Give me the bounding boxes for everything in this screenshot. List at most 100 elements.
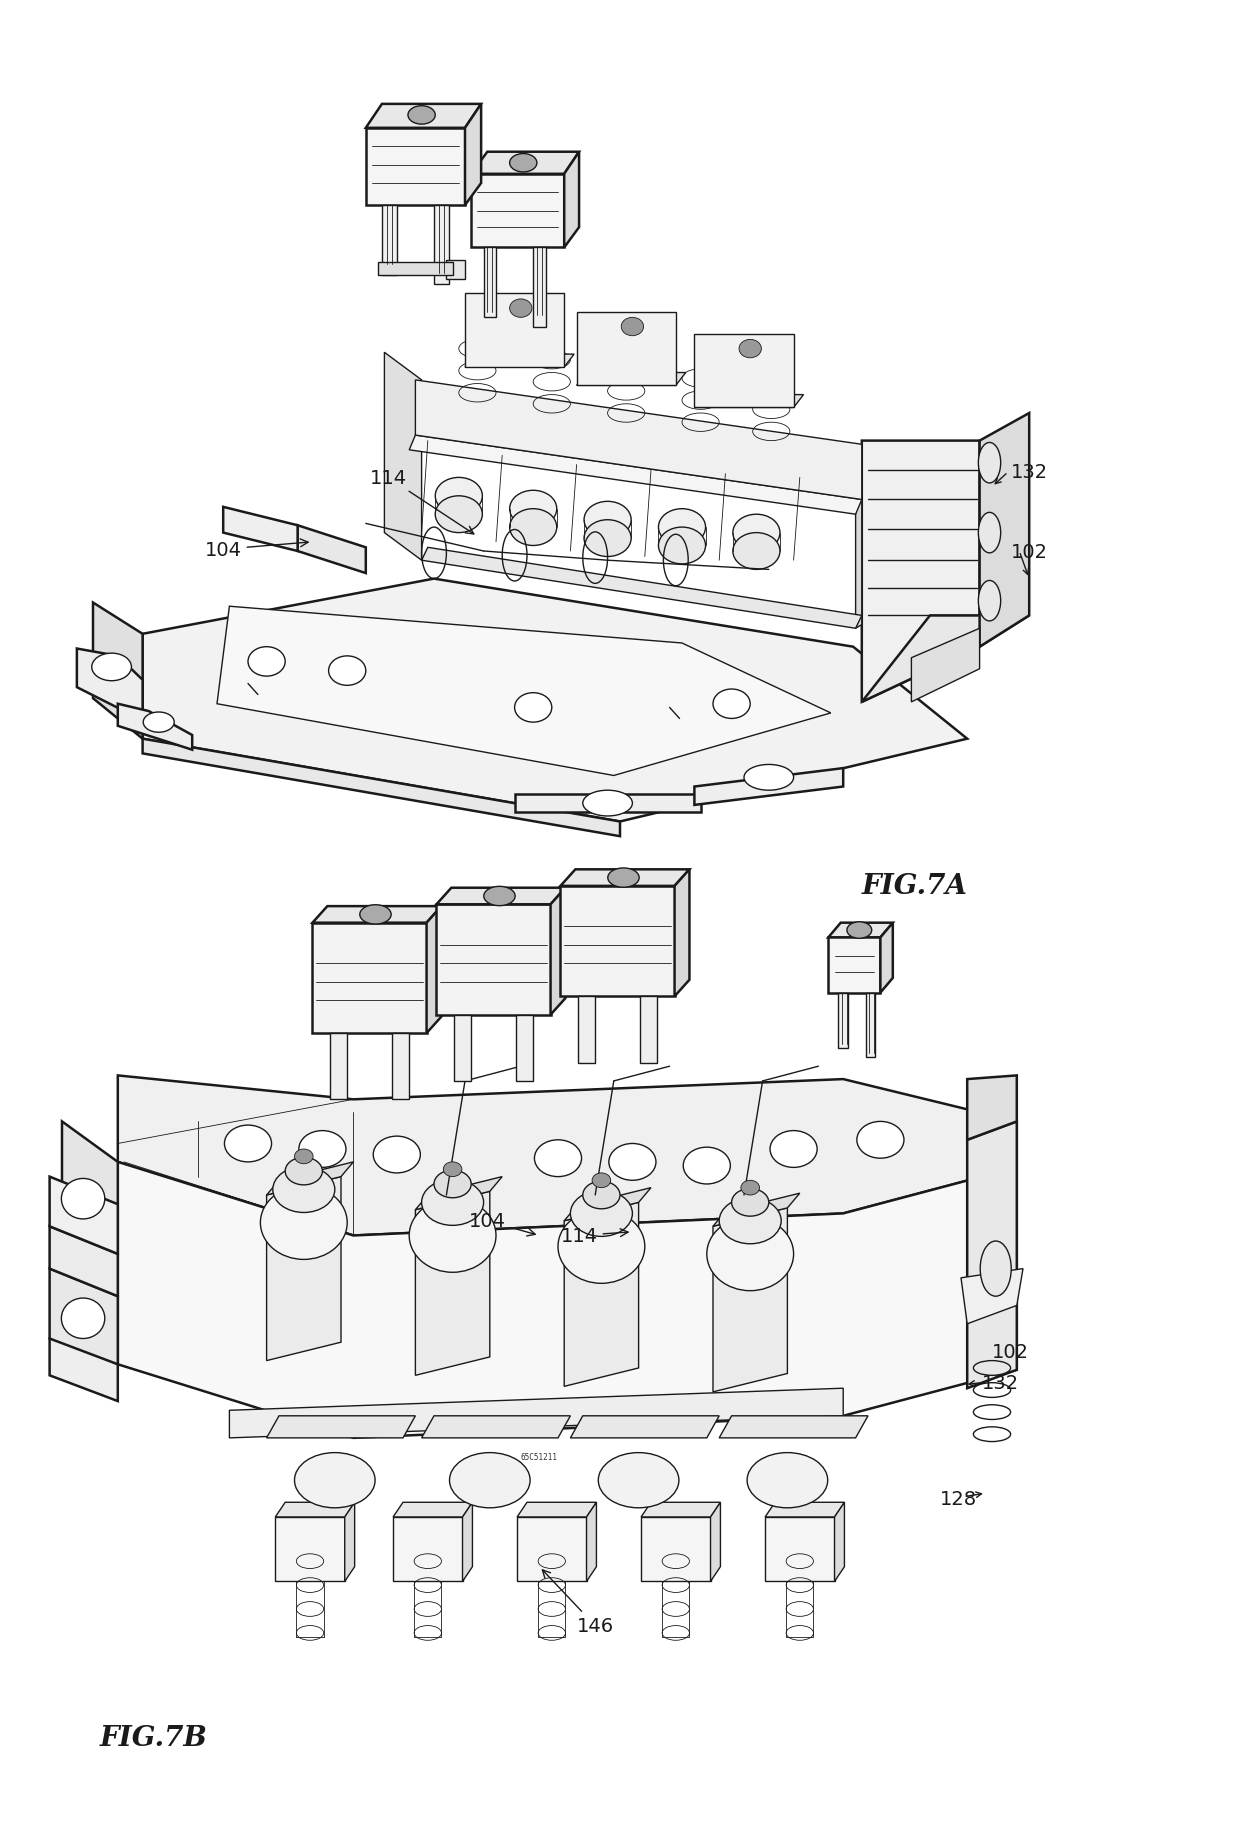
Ellipse shape [733,533,780,570]
Text: 114: 114 [560,1227,629,1245]
Polygon shape [578,997,595,1063]
Polygon shape [564,153,579,248]
Polygon shape [828,938,880,993]
Polygon shape [366,105,481,129]
Polygon shape [298,526,366,574]
Ellipse shape [449,1453,531,1508]
Ellipse shape [61,1298,104,1339]
Ellipse shape [295,1149,312,1164]
Ellipse shape [273,1166,335,1214]
Polygon shape [77,649,143,721]
Polygon shape [564,1188,651,1221]
Ellipse shape [739,340,761,359]
Ellipse shape [260,1186,347,1260]
Polygon shape [856,445,862,629]
Polygon shape [275,1517,345,1582]
Polygon shape [880,923,893,993]
Ellipse shape [744,765,794,791]
Polygon shape [713,1208,787,1392]
Polygon shape [50,1227,118,1296]
Polygon shape [446,261,465,280]
Polygon shape [577,373,686,386]
Polygon shape [427,907,441,1034]
Polygon shape [560,886,675,997]
Polygon shape [533,248,546,327]
Polygon shape [436,888,565,905]
Polygon shape [587,1502,596,1582]
Ellipse shape [144,712,174,732]
Text: 146: 146 [542,1571,614,1635]
Polygon shape [330,1034,347,1100]
Ellipse shape [409,1199,496,1273]
Ellipse shape [510,491,557,528]
Ellipse shape [329,657,366,686]
Text: 104: 104 [469,1212,536,1236]
Text: FIG.7A: FIG.7A [862,874,967,899]
Polygon shape [312,1000,441,1017]
Polygon shape [838,993,848,1048]
Ellipse shape [719,1199,781,1243]
Polygon shape [345,1502,355,1582]
Ellipse shape [770,1131,817,1168]
Ellipse shape [444,1162,461,1177]
Ellipse shape [408,107,435,125]
Polygon shape [564,1203,639,1387]
Polygon shape [484,248,496,318]
Polygon shape [415,1192,490,1376]
Polygon shape [711,1502,720,1582]
Ellipse shape [510,509,557,546]
Polygon shape [50,1177,118,1254]
Ellipse shape [224,1125,272,1162]
Polygon shape [378,263,453,276]
Ellipse shape [92,653,131,682]
Text: FIG.7B: FIG.7B [99,1725,207,1751]
Ellipse shape [583,791,632,817]
Ellipse shape [373,1137,420,1173]
Polygon shape [62,1122,118,1365]
Ellipse shape [847,921,872,938]
Ellipse shape [609,1144,656,1181]
Polygon shape [118,1076,1017,1236]
Polygon shape [967,1122,1017,1388]
Text: 132: 132 [1011,463,1048,482]
Ellipse shape [435,497,482,533]
Polygon shape [862,441,980,702]
Ellipse shape [434,1170,471,1199]
Ellipse shape [683,1148,730,1184]
Ellipse shape [510,300,532,318]
Text: 114: 114 [370,469,474,535]
Ellipse shape [295,1453,374,1508]
Ellipse shape [732,1188,769,1217]
Ellipse shape [534,1140,582,1177]
Ellipse shape [857,1122,904,1159]
Polygon shape [465,294,564,368]
Polygon shape [143,739,620,837]
Ellipse shape [61,1179,104,1219]
Ellipse shape [978,443,1001,484]
Polygon shape [551,888,565,1015]
Polygon shape [641,1517,711,1582]
Ellipse shape [435,478,482,515]
Ellipse shape [584,520,631,557]
Polygon shape [50,1339,118,1401]
Polygon shape [267,1177,341,1361]
Ellipse shape [707,1217,794,1291]
Text: 104: 104 [205,539,309,559]
Ellipse shape [584,502,631,539]
Polygon shape [118,1162,1017,1438]
Ellipse shape [422,1181,484,1225]
Polygon shape [422,548,862,629]
Polygon shape [415,1177,502,1210]
Polygon shape [366,129,465,206]
Polygon shape [471,175,564,248]
Polygon shape [570,1416,719,1438]
Polygon shape [694,769,843,805]
Polygon shape [517,1517,587,1582]
Polygon shape [967,1076,1017,1140]
Polygon shape [560,870,689,886]
Ellipse shape [248,647,285,677]
Polygon shape [515,794,701,813]
Polygon shape [961,1269,1023,1324]
Polygon shape [641,1502,720,1517]
Ellipse shape [742,1181,759,1195]
